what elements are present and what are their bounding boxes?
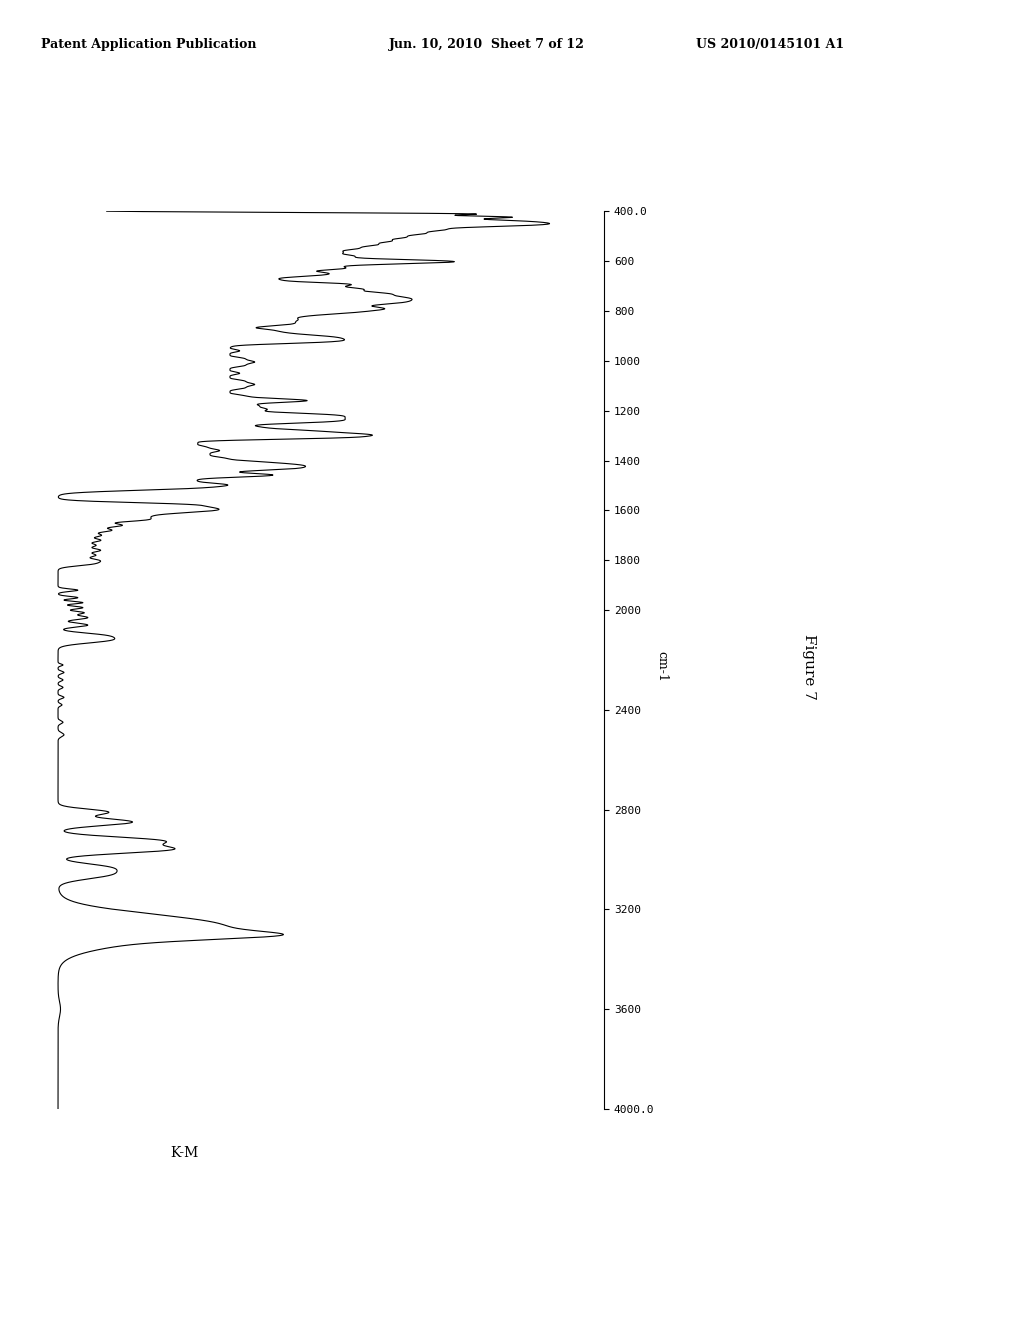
Text: cm-1: cm-1 (655, 651, 668, 682)
Text: K-M: K-M (170, 1146, 199, 1160)
Text: US 2010/0145101 A1: US 2010/0145101 A1 (696, 38, 845, 51)
Text: Patent Application Publication: Patent Application Publication (41, 38, 256, 51)
Text: Jun. 10, 2010  Sheet 7 of 12: Jun. 10, 2010 Sheet 7 of 12 (389, 38, 585, 51)
Text: Figure 7: Figure 7 (802, 634, 816, 700)
